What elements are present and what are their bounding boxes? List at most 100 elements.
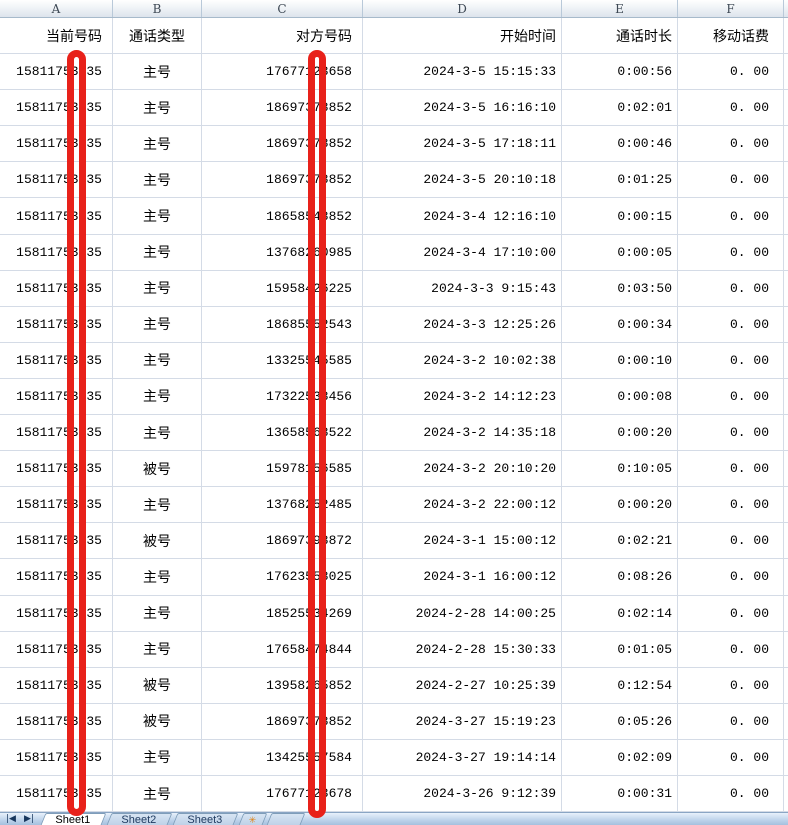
cell-call-type[interactable]: 主号 [113,415,202,451]
cell-empty[interactable] [784,90,788,125]
cell-mobile-fee[interactable]: 0. 00 [678,126,784,162]
cell-duration[interactable]: 0:01:25 [562,162,678,198]
cell-call-type[interactable]: 被号 [113,451,202,487]
cell-other-number[interactable]: 13425557584 [202,739,363,775]
cell-start-time[interactable]: 2024-3-27 15:19:23 [363,703,562,739]
cell-mobile-fee[interactable]: 0. 00 [678,54,784,90]
cell-start-time[interactable]: 2024-3-4 12:16:10 [363,198,562,234]
sheet-tab-sheet3[interactable]: Sheet3 [170,813,238,825]
cell-start-time[interactable]: 2024-3-1 16:00:12 [363,559,562,595]
cell-other-number[interactable]: 18697378852 [202,162,363,198]
cell-start-time[interactable]: 2024-3-2 22:00:12 [363,487,562,523]
cell-call-type[interactable]: 主号 [113,775,202,812]
cell-duration[interactable]: 0:08:26 [562,559,678,595]
cell-duration[interactable]: 0:05:26 [562,703,678,739]
cell-empty[interactable] [784,451,788,486]
cell-mobile-fee[interactable]: 0. 00 [678,487,784,523]
column-header-F[interactable]: F [678,0,784,17]
cell-current-number[interactable]: 15811753635 [0,270,113,306]
cell-current-number[interactable]: 15811753635 [0,126,113,162]
cell-call-type[interactable]: 主号 [113,739,202,775]
cell-other-number[interactable]: 17322538456 [202,378,363,415]
cell-start-time[interactable]: 2024-3-5 16:16:10 [363,90,562,126]
cell-current-number[interactable]: 15811753635 [0,415,113,451]
cell-call-type[interactable]: 主号 [113,234,202,270]
cell-mobile-fee[interactable]: 0. 00 [678,631,784,667]
header-empty[interactable] [784,18,788,53]
column-header-B[interactable]: B [113,0,202,17]
cell-other-number[interactable]: 18697378852 [202,703,363,739]
cell-other-number[interactable]: 18697398872 [202,523,363,559]
cell-empty[interactable] [784,235,788,270]
cell-empty[interactable] [784,307,788,342]
cell-start-time[interactable]: 2024-3-26 9:12:39 [363,775,562,812]
cell-current-number[interactable]: 15811753635 [0,198,113,234]
cell-call-type[interactable]: 主号 [113,90,202,126]
column-header-C[interactable]: C [202,0,363,17]
cell-start-time[interactable]: 2024-3-1 15:00:12 [363,523,562,559]
cell-empty[interactable] [784,343,788,378]
cell-other-number[interactable]: 18697378852 [202,90,363,126]
cell-empty[interactable] [784,776,788,811]
cell-mobile-fee[interactable]: 0. 00 [678,775,784,812]
cell-mobile-fee[interactable]: 0. 00 [678,162,784,198]
cell-current-number[interactable]: 15811753635 [0,90,113,126]
cell-call-type[interactable]: 主号 [113,54,202,90]
header-duration[interactable]: 通话时长 [562,18,678,54]
cell-duration[interactable]: 0:00:05 [562,234,678,270]
cell-start-time[interactable]: 2024-2-28 15:30:33 [363,631,562,667]
cell-call-type[interactable]: 主号 [113,306,202,342]
cell-empty[interactable] [784,162,788,197]
cell-start-time[interactable]: 2024-3-5 20:10:18 [363,162,562,198]
cell-duration[interactable]: 0:00:31 [562,775,678,812]
cell-other-number[interactable]: 13658568522 [202,415,363,451]
cell-duration[interactable]: 0:00:20 [562,415,678,451]
cell-current-number[interactable]: 15811753635 [0,703,113,739]
cell-empty[interactable] [784,126,788,161]
cell-start-time[interactable]: 2024-3-2 20:10:20 [363,451,562,487]
first-sheet-button[interactable]: |◀ [6,814,16,824]
column-header-D[interactable]: D [363,0,562,17]
cell-empty[interactable] [784,740,788,775]
header-other-number[interactable]: 对方号码 [202,18,363,54]
cell-mobile-fee[interactable]: 0. 00 [678,559,784,595]
cell-call-type[interactable]: 主号 [113,342,202,378]
cell-empty[interactable] [784,271,788,306]
cell-empty[interactable] [784,668,788,703]
cell-empty[interactable] [784,523,788,558]
cell-call-type[interactable]: 主号 [113,487,202,523]
cell-current-number[interactable]: 15811753635 [0,595,113,631]
cell-mobile-fee[interactable]: 0. 00 [678,523,784,559]
cell-current-number[interactable]: 15811753635 [0,378,113,415]
cell-empty[interactable] [784,379,788,414]
cell-mobile-fee[interactable]: 0. 00 [678,451,784,487]
cell-duration[interactable]: 0:02:01 [562,90,678,126]
column-header-A[interactable]: A [0,0,113,17]
header-call-type[interactable]: 通话类型 [113,18,202,54]
cell-empty[interactable] [784,487,788,522]
cell-duration[interactable]: 0:12:54 [562,667,678,703]
cell-other-number[interactable]: 13768260985 [202,234,363,270]
cell-duration[interactable]: 0:10:05 [562,451,678,487]
cell-call-type[interactable]: 主号 [113,270,202,306]
cell-empty[interactable] [784,559,788,594]
cell-start-time[interactable]: 2024-3-5 17:18:11 [363,126,562,162]
cell-other-number[interactable]: 17677123658 [202,54,363,90]
cell-other-number[interactable]: 18685552543 [202,306,363,342]
cell-duration[interactable]: 0:03:50 [562,270,678,306]
header-current-number[interactable]: 当前号码 [0,18,113,54]
cell-mobile-fee[interactable]: 0. 00 [678,703,784,739]
cell-current-number[interactable]: 15811753635 [0,739,113,775]
cell-other-number[interactable]: 18697378852 [202,126,363,162]
cell-current-number[interactable]: 15811753635 [0,667,113,703]
cell-empty[interactable] [784,54,788,89]
cell-duration[interactable]: 0:00:20 [562,487,678,523]
insert-worksheet-button[interactable]: ✳ [236,813,267,825]
cell-other-number[interactable]: 18658548852 [202,198,363,234]
cell-other-number[interactable]: 13768252485 [202,487,363,523]
cell-mobile-fee[interactable]: 0. 00 [678,595,784,631]
cell-current-number[interactable]: 15811753635 [0,54,113,90]
cell-current-number[interactable]: 15811753635 [0,451,113,487]
cell-empty[interactable] [784,632,788,667]
sheet-tab-sheet2[interactable]: Sheet2 [104,813,173,825]
